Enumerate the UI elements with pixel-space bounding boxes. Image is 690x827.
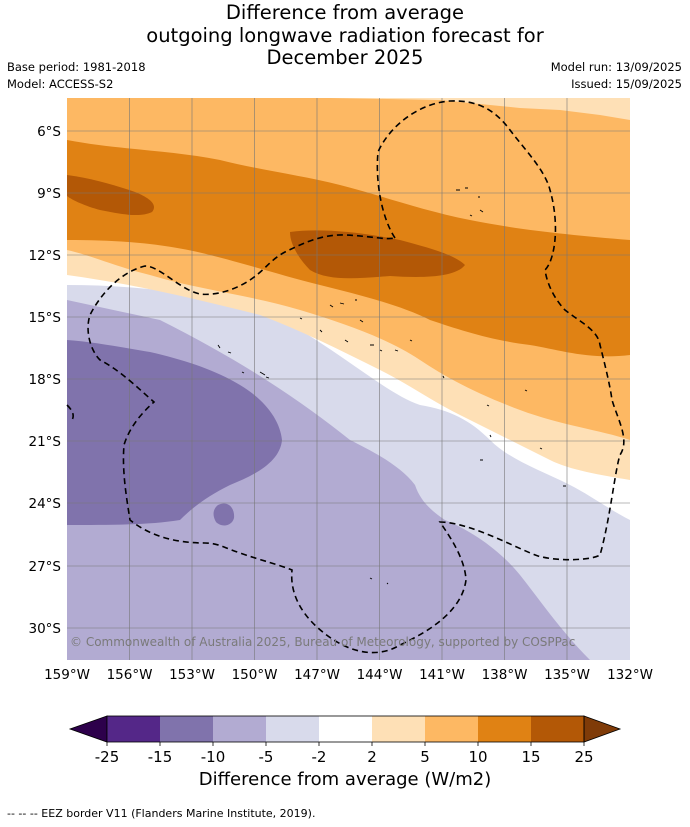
x-tick-label: 147°W xyxy=(294,667,340,683)
colorbar-tick-label: -25 xyxy=(95,748,120,766)
islands-south xyxy=(369,577,389,585)
copyright-text: © Commonwealth of Australia 2025, Bureau… xyxy=(70,635,575,649)
islands-marquesas xyxy=(456,187,484,217)
band-pos15-centre xyxy=(290,230,465,279)
eez-border xyxy=(66,100,625,654)
y-tick-label: 24°S xyxy=(29,496,62,512)
colorbar-tick-label: 25 xyxy=(574,748,593,766)
colorbar-tick-label: -15 xyxy=(148,748,173,766)
colorbar-tick-label: -2 xyxy=(312,748,327,766)
islands-austral-gambier xyxy=(442,375,566,487)
x-tick-label: 144°W xyxy=(357,667,403,683)
x-tick-label: 150°W xyxy=(232,667,278,683)
colorbar-bin xyxy=(372,716,425,742)
colorbar-bin xyxy=(107,716,160,742)
colorbar-tick-label: 5 xyxy=(420,748,430,766)
colorbar-tick-label: -10 xyxy=(201,748,226,766)
eez-outline xyxy=(87,100,625,654)
title-line-2: outgoing longwave radiation forecast for xyxy=(146,23,544,47)
y-tick-label: 15°S xyxy=(29,310,62,326)
issued-text: Issued: 15/09/2025 xyxy=(571,77,682,91)
colorbar-tick-label: 10 xyxy=(468,748,487,766)
model-run-text: Model run: 13/09/2025 xyxy=(550,60,682,74)
title-line-1: Difference from average xyxy=(225,1,465,24)
eez-outline-west xyxy=(66,404,74,421)
y-tick-label: 6°S xyxy=(37,124,61,140)
colorbar-bin xyxy=(213,716,266,742)
chart-title: Difference from average outgoing longwav… xyxy=(0,1,690,70)
colorbar-ticks xyxy=(106,742,585,746)
base-period-text: Base period: 1981-2018 xyxy=(7,60,146,74)
x-tick-label: 153°W xyxy=(169,667,215,683)
colorbar-over-arrow xyxy=(583,715,622,743)
graticule xyxy=(67,98,630,660)
x-tick-label: 138°W xyxy=(482,667,528,683)
y-tick-label: 9°S xyxy=(37,186,61,202)
anomaly-field xyxy=(67,98,630,660)
colorbar-bin xyxy=(425,716,478,742)
colorbar: -25 -15 -10 -5 -2 2 5 10 15 25 xyxy=(68,715,622,766)
y-axis: 6°S 9°S 12°S 15°S 18°S 21°S 24°S 27°S 30… xyxy=(29,124,62,637)
colorbar-tick-label: 2 xyxy=(367,748,377,766)
colorbar-label: Difference from average (W/m2) xyxy=(198,769,492,790)
colorbar-bin xyxy=(531,716,584,742)
y-tick-label: 21°S xyxy=(29,434,62,450)
model-text: Model: ACCESS-S2 xyxy=(7,77,114,91)
band-pos15-west xyxy=(67,175,155,216)
x-tick-label: 159°W xyxy=(44,667,90,683)
colorbar-tick-labels: -25 -15 -10 -5 -2 2 5 10 15 25 xyxy=(95,748,594,766)
colorbar-bin xyxy=(266,716,319,742)
y-tick-label: 18°S xyxy=(29,372,62,388)
y-tick-label: 27°S xyxy=(29,559,62,575)
islands-tuamotu xyxy=(299,299,413,352)
x-tick-label: 135°W xyxy=(544,667,590,683)
meta-right: Model run: 13/09/2025 Issued: 15/09/2025 xyxy=(551,59,682,93)
islands xyxy=(217,187,566,585)
x-tick-label: 132°W xyxy=(607,667,653,683)
colorbar-bin xyxy=(160,716,213,742)
x-tick-label: 156°W xyxy=(107,667,153,683)
colorbar-tick-label: 15 xyxy=(521,748,540,766)
colorbar-bins xyxy=(107,716,584,742)
footer-eez-note: -- -- -- EEZ border V11 (Flanders Marine… xyxy=(7,807,316,820)
band-neg10-neg15-islet xyxy=(213,503,235,526)
y-tick-label: 12°S xyxy=(29,248,62,264)
band-pos2-pos5-north xyxy=(330,98,630,120)
islands-society xyxy=(217,344,270,379)
colorbar-under-arrow xyxy=(68,715,108,743)
meta-left: Base period: 1981-2018 Model: ACCESS-S2 xyxy=(7,59,146,93)
colorbar-bin xyxy=(319,716,372,742)
x-tick-label: 141°W xyxy=(419,667,465,683)
y-tick-label: 30°S xyxy=(29,621,62,637)
band-neg10-neg15 xyxy=(67,340,282,525)
x-axis: 159°W 156°W 153°W 150°W 147°W 144°W 141°… xyxy=(44,667,653,683)
title-line-3: December 2025 xyxy=(266,46,424,69)
colorbar-tick-label: -5 xyxy=(259,748,274,766)
colorbar-bin xyxy=(478,716,531,742)
colorbar-frame xyxy=(106,715,585,743)
